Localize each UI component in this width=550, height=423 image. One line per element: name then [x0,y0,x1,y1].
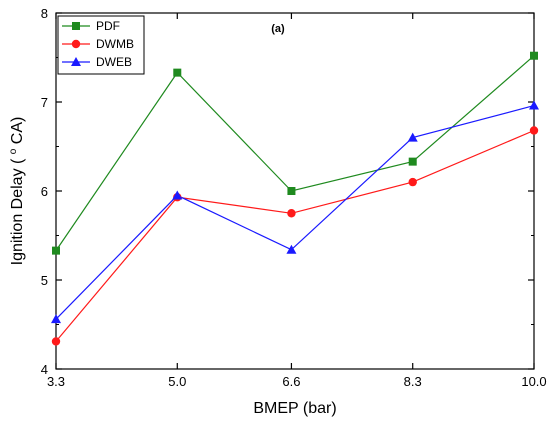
data-point-dwmb [51,337,61,346]
legend-marker-dweb [71,57,81,66]
legend-label-pdf: PDF [96,19,120,33]
y-axis-title-sup: o [8,148,19,154]
y-tick-label: 8 [41,6,48,21]
data-point-pdf [287,187,296,195]
series-line-dwmb [55,129,535,342]
y-tick-label: 5 [41,273,48,288]
data-point-dweb [51,314,61,324]
y-axis-title: Ignition Delay ( o CA) [3,117,26,266]
data-point-dwmb [287,209,296,218]
data-point-pdf [173,68,182,77]
x-tick-label: 8.3 [404,374,422,389]
data-point-dweb [407,132,418,142]
series-line-pdf [55,55,535,251]
legend-label-dwmb: DWMB [96,37,134,51]
x-tick-label: 6.6 [282,374,300,389]
legend-label-dweb: DWEB [96,55,132,69]
data-point-dwmb [529,126,539,135]
legend-marker-dwmb [71,39,81,49]
data-point-dwmb [408,177,417,187]
x-tick-label: 5.0 [168,374,186,389]
y-tick-label: 7 [41,95,48,110]
chart-annotation: (a) [271,23,285,35]
series-layer [51,51,539,346]
x-tick-label: 3.3 [47,374,65,389]
data-point-pdf [52,246,60,255]
legend-items: PDF DWMB DWEB [62,19,134,69]
legend-marker-pdf [72,22,80,30]
x-tick-label: 10.0 [521,374,546,389]
y-tick-label: 4 [41,362,48,377]
data-point-dweb [529,100,539,110]
data-point-pdf [530,51,538,60]
legend: PDF DWMB DWEB [57,15,145,75]
y-axis-title-main: Ignition Delay ( [9,158,26,265]
y-axis-ticks: 4 5 6 7 8 [41,6,534,377]
data-point-pdf [408,157,417,166]
x-axis-title: BMEP (bar) [253,400,336,417]
data-point-dweb [286,244,297,254]
x-axis-ticks: 3.3 5.0 6.6 8.3 10.0 [47,13,547,389]
y-tick-label: 6 [41,184,48,199]
data-point-dweb [172,190,183,200]
y-axis-title-end: CA) [9,117,26,145]
